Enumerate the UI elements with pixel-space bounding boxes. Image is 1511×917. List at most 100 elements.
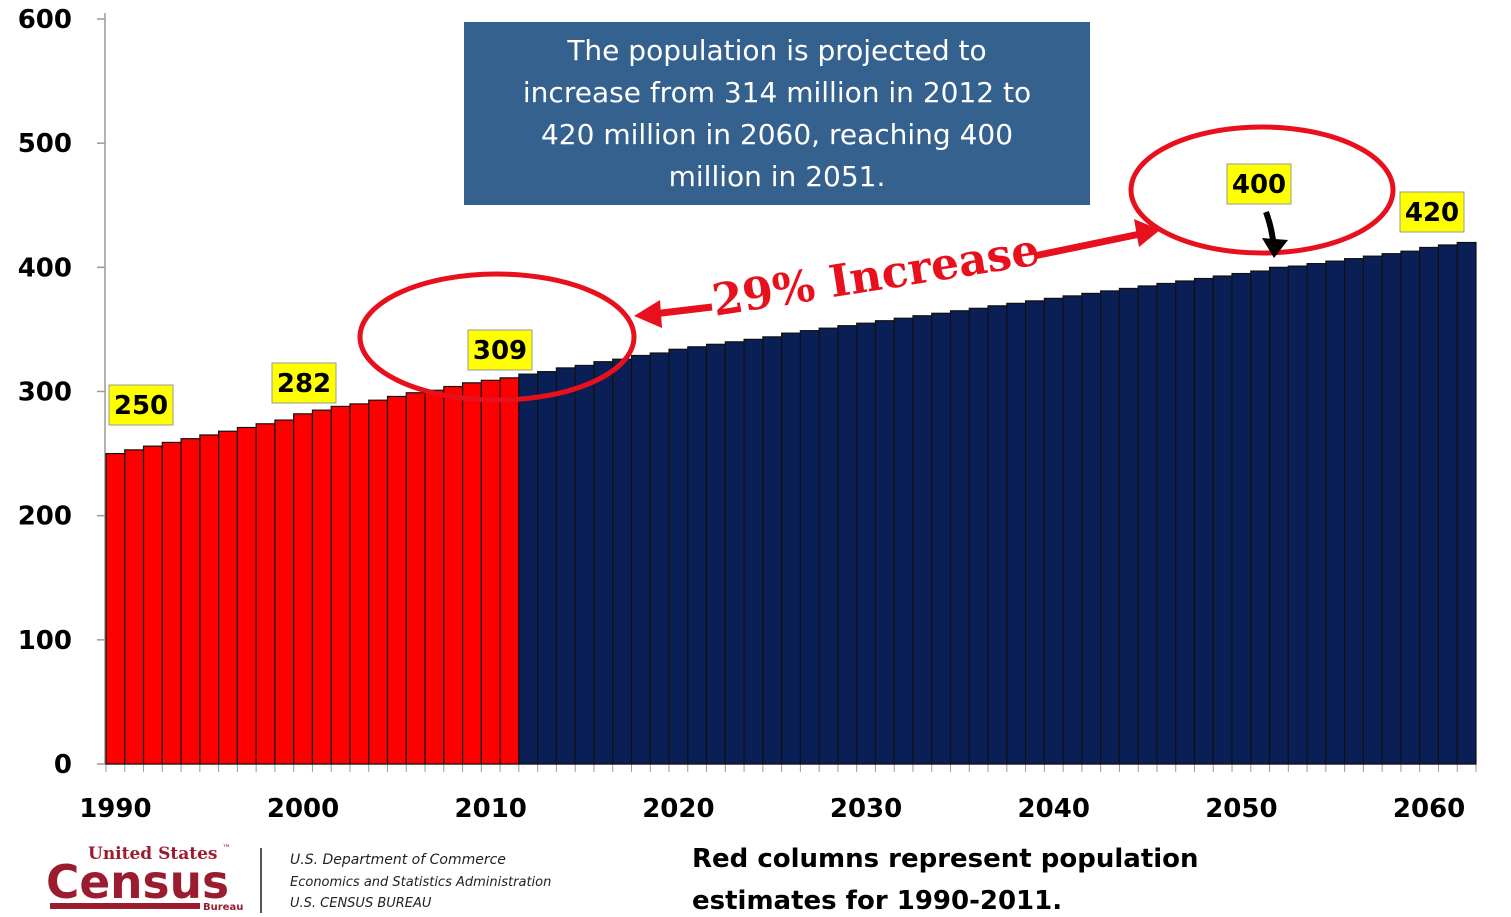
x-tick-label: 2020 bbox=[642, 794, 714, 824]
bar bbox=[555, 367, 576, 765]
bar bbox=[480, 379, 501, 765]
y-tick-label: 300 bbox=[18, 378, 72, 408]
y-tick-label: 500 bbox=[18, 129, 72, 159]
bar bbox=[1344, 258, 1364, 765]
bar bbox=[856, 322, 877, 765]
highlight-circle-2051 bbox=[1128, 124, 1396, 256]
bar bbox=[461, 382, 482, 765]
data-label-box bbox=[271, 362, 337, 404]
bar bbox=[1081, 292, 1102, 765]
bar bbox=[1212, 275, 1233, 765]
bar bbox=[405, 392, 426, 765]
data-label-box bbox=[1226, 163, 1292, 205]
footer-note-line-1: Red columns represent population bbox=[692, 844, 1199, 874]
callout-line-2: increase from 314 million in 2012 to bbox=[523, 76, 1031, 109]
bar bbox=[1362, 255, 1383, 765]
projection-callout: The population is projected to increase … bbox=[464, 22, 1090, 205]
data-labels: 250 282 309 400 420 bbox=[108, 163, 1465, 426]
data-label: 309 bbox=[473, 336, 527, 366]
bar bbox=[1156, 282, 1177, 765]
bar bbox=[1419, 246, 1440, 765]
bar bbox=[330, 405, 351, 765]
bar bbox=[124, 449, 145, 765]
bar bbox=[443, 385, 464, 765]
bar bbox=[236, 426, 257, 765]
bar bbox=[1137, 285, 1158, 765]
bar bbox=[612, 358, 633, 765]
bar bbox=[293, 413, 314, 765]
y-tick-label: 0 bbox=[54, 750, 72, 780]
data-label: 250 bbox=[114, 391, 168, 421]
bar bbox=[218, 430, 238, 765]
agency-line-1: U.S. Department of Commerce bbox=[290, 852, 506, 868]
bar bbox=[1437, 244, 1458, 765]
bar bbox=[799, 330, 820, 765]
bar bbox=[762, 336, 783, 765]
bar bbox=[593, 361, 614, 765]
x-tick-label: 2050 bbox=[1205, 794, 1277, 824]
bar bbox=[1456, 241, 1477, 765]
bar bbox=[1400, 250, 1421, 765]
callout-box bbox=[464, 22, 1090, 205]
footer-note-line-2: estimates for 1990-2011. bbox=[692, 886, 1062, 916]
y-axis-tick-labels: 0 100 200 300 400 500 600 bbox=[18, 5, 72, 780]
callout-line-3: 420 million in 2060, reaching 400 bbox=[541, 118, 1013, 151]
agency-line-2: Economics and Statistics Administration bbox=[290, 875, 551, 890]
bar bbox=[1024, 300, 1045, 765]
bar bbox=[1062, 295, 1083, 765]
callout-line-1: The population is projected to bbox=[566, 34, 986, 67]
logo-trademark: ™ bbox=[222, 844, 231, 854]
bar bbox=[1268, 266, 1289, 765]
bar bbox=[180, 438, 201, 765]
bar bbox=[912, 315, 933, 765]
bar bbox=[1043, 297, 1064, 765]
x-tick-label: 2000 bbox=[267, 794, 339, 824]
arrow-400-head bbox=[1262, 238, 1288, 258]
data-label-box bbox=[467, 329, 533, 371]
bar bbox=[349, 403, 370, 765]
bar bbox=[874, 320, 895, 765]
bar bbox=[1306, 263, 1327, 765]
bar bbox=[368, 399, 389, 765]
bar bbox=[1287, 265, 1308, 765]
logo-underline bbox=[50, 903, 200, 909]
logo-census: Census bbox=[46, 855, 229, 909]
bar bbox=[837, 325, 858, 765]
data-label: 420 bbox=[1405, 198, 1459, 228]
bar bbox=[1193, 277, 1214, 765]
label-400-arrow bbox=[1262, 210, 1288, 258]
bar bbox=[424, 389, 445, 765]
bar bbox=[649, 352, 670, 765]
bar bbox=[630, 354, 651, 765]
bar bbox=[818, 327, 839, 765]
x-axis-tick-labels: 1990 2000 2010 2020 2030 2040 2050 2060 bbox=[79, 794, 1465, 824]
bar bbox=[743, 338, 764, 765]
agency-text: U.S. Department of Commerce Economics an… bbox=[290, 852, 551, 911]
increase-arrow-right-shaft bbox=[1033, 230, 1141, 260]
bar bbox=[255, 423, 276, 765]
logo-bureau: Bureau bbox=[203, 902, 243, 913]
bar bbox=[499, 377, 520, 765]
bar bbox=[1100, 290, 1121, 765]
data-label: 282 bbox=[277, 369, 331, 399]
y-tick-label: 100 bbox=[18, 626, 72, 656]
bar bbox=[386, 395, 407, 765]
bar bbox=[311, 409, 332, 765]
bar bbox=[1175, 280, 1196, 765]
bar bbox=[705, 343, 726, 765]
x-tick-label: 2040 bbox=[1018, 794, 1090, 824]
x-tick-label: 2060 bbox=[1393, 794, 1465, 824]
bar bbox=[142, 445, 163, 765]
bar bbox=[1006, 302, 1027, 765]
bar bbox=[574, 364, 595, 765]
data-label: 400 bbox=[1232, 170, 1286, 200]
bar bbox=[199, 434, 220, 765]
bar bbox=[987, 305, 1008, 765]
bar bbox=[968, 307, 989, 765]
highlight-circle-2012 bbox=[357, 271, 637, 403]
data-label-box bbox=[108, 384, 174, 426]
bars bbox=[105, 241, 1477, 765]
bar bbox=[1231, 272, 1252, 765]
bar bbox=[931, 312, 952, 765]
